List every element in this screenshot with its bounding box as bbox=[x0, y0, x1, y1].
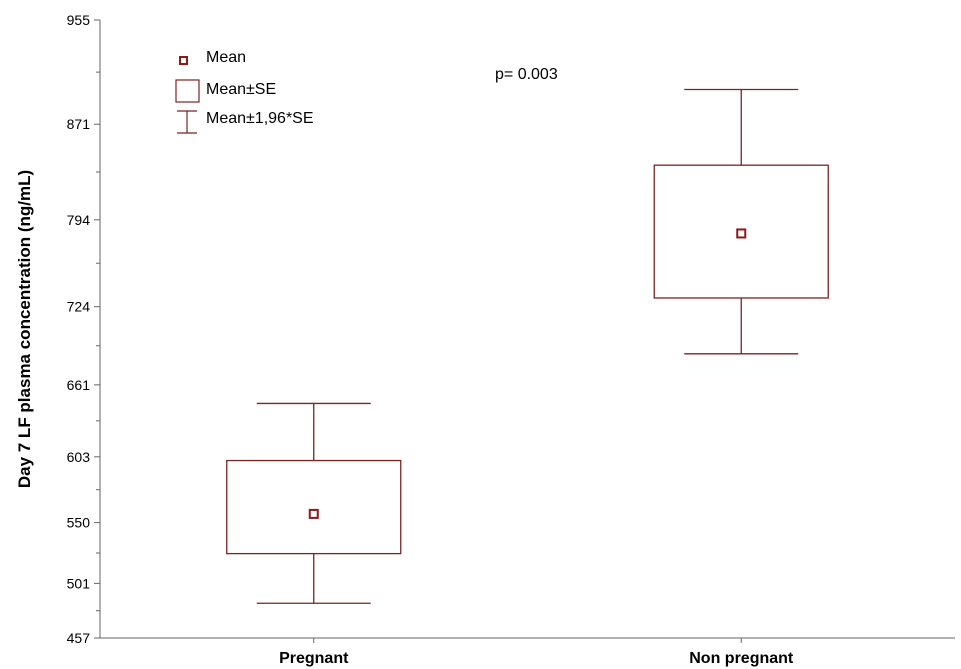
legend-ci-label: Mean±1,96*SE bbox=[206, 110, 314, 127]
legend-se-label: Mean±SE bbox=[206, 81, 276, 98]
mean-marker bbox=[308, 508, 319, 519]
y-tick-label: 603 bbox=[67, 449, 91, 465]
legend-mean-marker bbox=[179, 56, 188, 65]
legend-se-box bbox=[175, 79, 200, 103]
y-tick-label: 550 bbox=[67, 515, 91, 531]
x-category-label: Non pregnant bbox=[689, 650, 794, 667]
y-tick-label: 871 bbox=[67, 116, 91, 132]
legend: Mean Mean±SE Mean±1,96*SE bbox=[175, 49, 314, 134]
se-box bbox=[226, 459, 402, 555]
box-group bbox=[653, 88, 829, 355]
y-tick-label: 724 bbox=[67, 299, 91, 315]
p-value-annotation: p= 0.003 bbox=[495, 66, 558, 83]
box-group bbox=[226, 402, 402, 604]
y-axis-title: Day 7 LF plasma concentration (ng/mL) bbox=[15, 170, 34, 488]
mean-marker bbox=[736, 228, 747, 239]
y-tick-label: 794 bbox=[67, 212, 91, 228]
y-tick-label: 457 bbox=[67, 630, 91, 646]
y-tick-label: 501 bbox=[67, 575, 91, 591]
y-axis-ticks: 457 501 550 603 661 724 794 871 955 bbox=[67, 12, 100, 646]
x-axis-labels: Pregnant Non pregnant bbox=[279, 638, 794, 667]
y-tick-label: 661 bbox=[67, 377, 91, 393]
y-tick-label: 955 bbox=[67, 12, 91, 28]
x-category-label: Pregnant bbox=[279, 650, 349, 667]
legend-whisker-icon bbox=[177, 110, 197, 134]
box-groups bbox=[226, 88, 829, 604]
axes bbox=[99, 20, 955, 639]
legend-mean-label: Mean bbox=[206, 49, 246, 66]
